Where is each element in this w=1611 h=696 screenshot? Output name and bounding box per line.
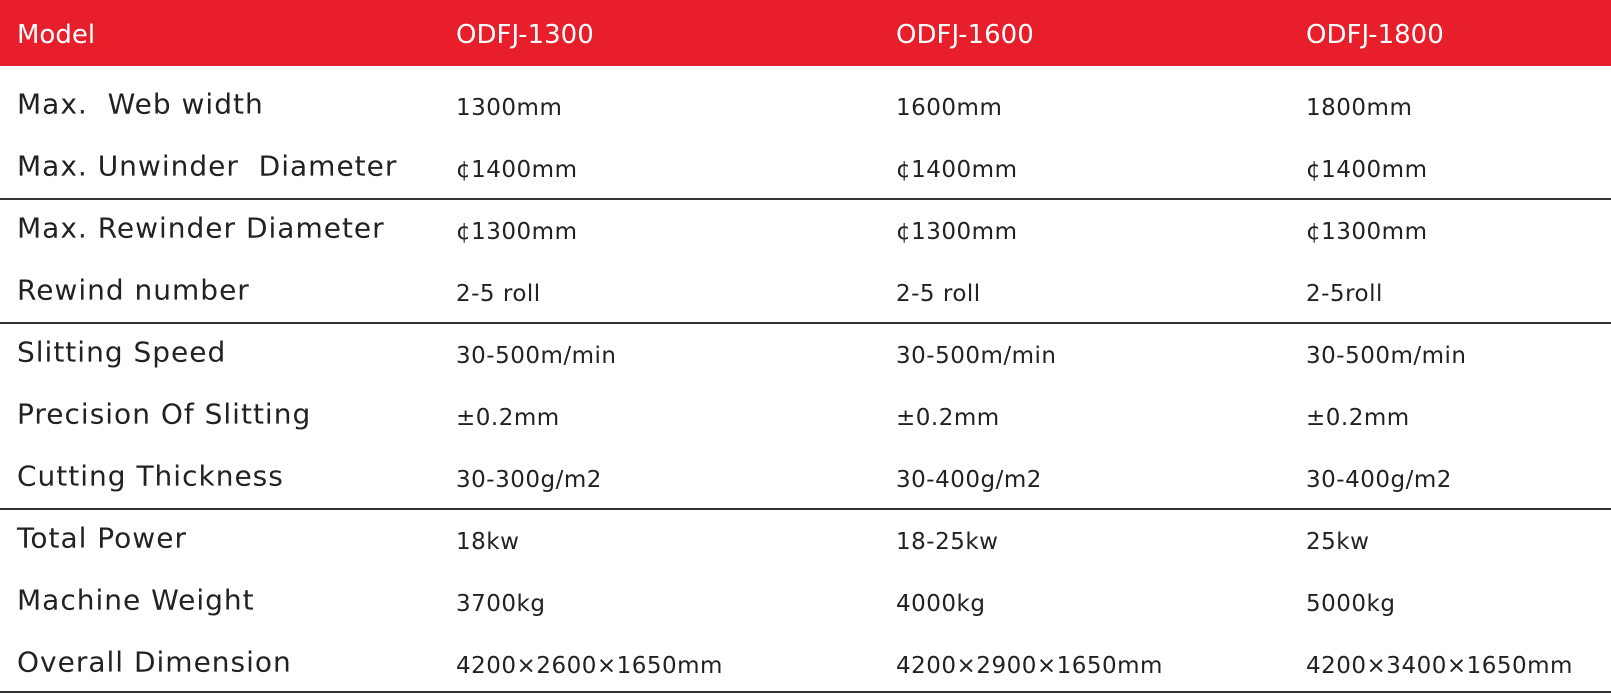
group-separator — [0, 322, 1611, 324]
cell-value: ±0.2mm — [1306, 405, 1410, 431]
cell-value: ¢1400mm — [1306, 157, 1428, 183]
cell-value: 18kw — [456, 529, 520, 555]
row-label: Cutting Thickness — [17, 459, 284, 493]
cell-value: ¢1400mm — [456, 157, 578, 183]
cell-value: 30-500m/min — [896, 343, 1057, 369]
cell-value: 3700kg — [456, 591, 546, 617]
cell-value: 2-5 roll — [456, 281, 541, 307]
cell-value: 2-5 roll — [896, 281, 981, 307]
cell-value: ±0.2mm — [896, 405, 1000, 431]
row-label: Max. Web width — [17, 87, 264, 121]
header-bar — [0, 0, 1611, 66]
cell-value: 30-500m/min — [1306, 343, 1467, 369]
row-label: Overall Dimension — [17, 645, 292, 679]
cell-value: 18-25kw — [896, 529, 999, 555]
row-label: Max. Rewinder Diameter — [17, 211, 385, 245]
row-label: Max. Unwinder Diameter — [17, 149, 398, 183]
cell-value: 1800mm — [1306, 95, 1413, 121]
cell-value: 2-5roll — [1306, 281, 1383, 307]
row-label: Total Power — [17, 521, 187, 555]
cell-value: 30-400g/m2 — [1306, 467, 1452, 493]
row-label: Machine Weight — [17, 583, 255, 617]
row-label: Slitting Speed — [17, 335, 227, 369]
cell-value: 4200×2900×1650mm — [896, 653, 1163, 679]
cell-value: 30-500m/min — [456, 343, 617, 369]
cell-value: 1300mm — [456, 95, 563, 121]
row-label: Rewind number — [17, 273, 250, 307]
cell-value: 30-300g/m2 — [456, 467, 602, 493]
group-separator — [0, 691, 1611, 693]
cell-value: ±0.2mm — [456, 405, 560, 431]
header-cell: ODFJ-1800 — [1306, 20, 1444, 50]
cell-value: 5000kg — [1306, 591, 1396, 617]
header-cell: ODFJ-1600 — [896, 20, 1034, 50]
cell-value: 4200×3400×1650mm — [1306, 653, 1573, 679]
header-cell: Model — [17, 20, 96, 50]
cell-value: 4000kg — [896, 591, 986, 617]
cell-value: ¢1300mm — [896, 219, 1018, 245]
group-separator — [0, 198, 1611, 200]
cell-value: 1600mm — [896, 95, 1003, 121]
group-separator — [0, 508, 1611, 510]
cell-value: 25kw — [1306, 529, 1370, 555]
cell-value: ¢1300mm — [456, 219, 578, 245]
cell-value: 4200×2600×1650mm — [456, 653, 723, 679]
cell-value: ¢1400mm — [896, 157, 1018, 183]
header-cell: ODFJ-1300 — [456, 20, 594, 50]
cell-value: 30-400g/m2 — [896, 467, 1042, 493]
cell-value: ¢1300mm — [1306, 219, 1428, 245]
row-label: Precision Of Slitting — [17, 397, 312, 431]
